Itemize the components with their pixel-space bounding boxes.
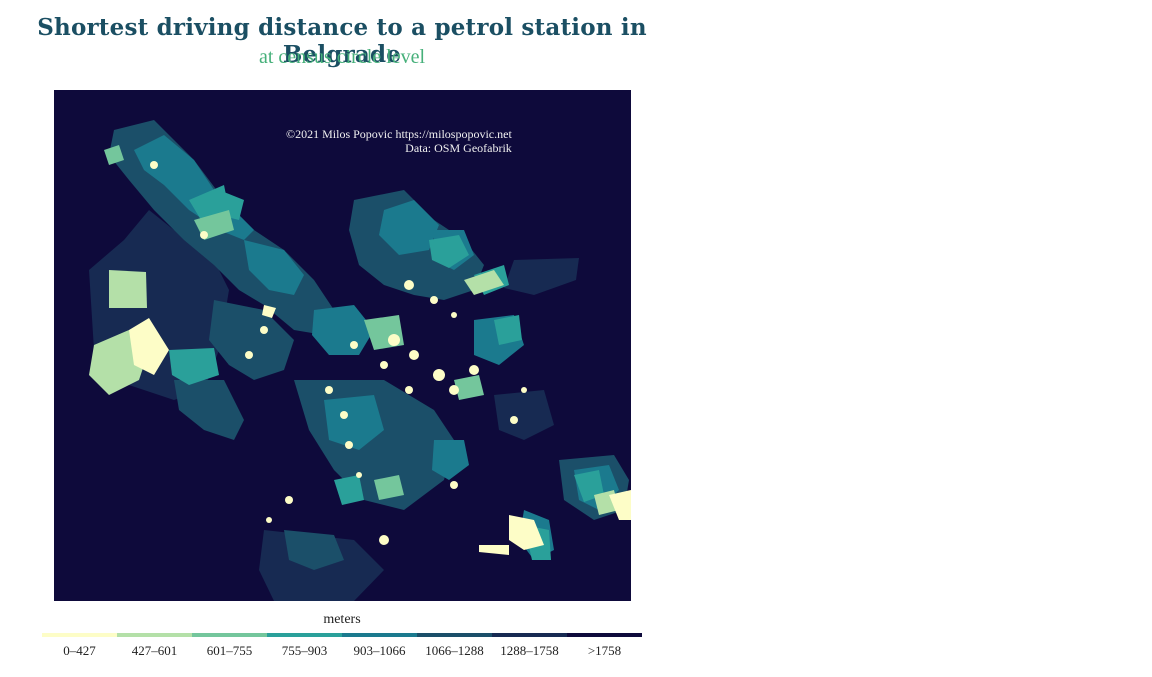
legend-label: 755–903 bbox=[281, 643, 328, 658]
legend-label: 1288–1758 bbox=[500, 643, 559, 658]
credit-author: ©2021 Milos Popovic https://milospopovic… bbox=[286, 127, 512, 141]
legend-swatch bbox=[192, 633, 267, 637]
region-layer-755-903 bbox=[169, 185, 604, 560]
legend-swatch bbox=[492, 633, 567, 637]
legend-swatch bbox=[417, 633, 492, 637]
legend-label: 903–1066 bbox=[353, 643, 406, 658]
choropleth-map: ©2021 Milos Popovic https://milospopovic… bbox=[54, 90, 631, 601]
legend-swatch bbox=[342, 633, 417, 637]
map-subtitle: at census circle level bbox=[258, 46, 426, 68]
legend-swatch bbox=[117, 633, 192, 637]
map-credit: ©2021 Milos Popovic https://milospopovic… bbox=[286, 127, 512, 155]
legend-swatch bbox=[42, 633, 117, 637]
legend-label: 601–755 bbox=[206, 643, 253, 658]
legend-label: 427–601 bbox=[131, 643, 178, 658]
legend-label: 1066–1288 bbox=[425, 643, 484, 658]
credit-source: Data: OSM Geofabrik bbox=[405, 141, 512, 155]
map-title: Shortest driving distance to a petrol st… bbox=[37, 14, 647, 68]
legend-labels: 0–427 427–601 601–755 755–903 903–1066 1… bbox=[42, 643, 642, 659]
legend-bar bbox=[42, 633, 642, 637]
region-layer-0-427 bbox=[129, 161, 631, 555]
legend-swatch bbox=[567, 633, 642, 637]
legend-title: meters bbox=[323, 612, 361, 627]
legend-label: >1758 bbox=[587, 643, 622, 658]
legend-swatch bbox=[267, 633, 342, 637]
map-canvas bbox=[89, 120, 631, 601]
region-layer-601-755 bbox=[104, 145, 484, 500]
legend-label: 0–427 bbox=[63, 643, 96, 658]
